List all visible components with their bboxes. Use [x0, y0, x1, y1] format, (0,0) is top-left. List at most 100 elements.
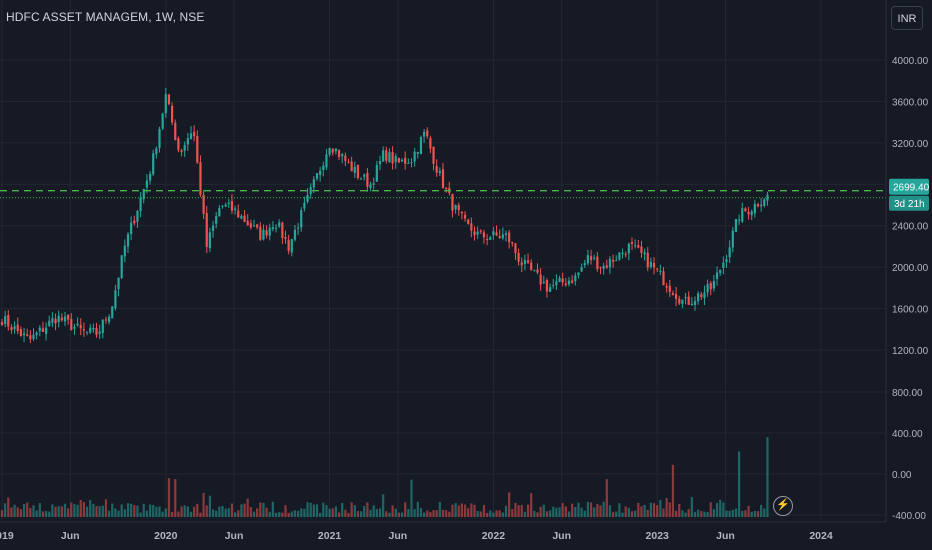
- candle-body: [703, 292, 706, 298]
- lightning-icon[interactable]: ⚡: [773, 496, 793, 516]
- volume-bar: [756, 511, 760, 518]
- volume-bar: [145, 510, 148, 518]
- candle-body: [545, 280, 549, 292]
- time-tick-label: 2024: [809, 530, 833, 542]
- candle-body: [605, 265, 608, 268]
- volume-bar: [700, 511, 703, 518]
- volume-bar: [615, 511, 618, 518]
- volume-bar: [312, 504, 315, 518]
- volume-bar: [627, 507, 630, 518]
- volume-bar: [246, 498, 249, 518]
- candle-body: [612, 259, 615, 262]
- candle-body: [240, 216, 243, 219]
- candle-body: [511, 242, 514, 244]
- candle-body: [678, 298, 681, 304]
- volume-bar: [22, 504, 26, 518]
- last-price-value: 2699.40: [893, 183, 930, 194]
- volume-bar: [637, 502, 640, 518]
- volume-bar: [423, 512, 426, 518]
- candle-body: [514, 243, 517, 253]
- candle-body: [183, 144, 186, 151]
- volume-bar: [526, 504, 530, 518]
- symbol-title[interactable]: HDFC ASSET MANAGEM, 1W, NSE: [6, 10, 205, 24]
- candle-body: [76, 323, 79, 326]
- volume-bar: [634, 510, 637, 518]
- volume-bar: [624, 506, 627, 518]
- volume-bar: [249, 507, 252, 518]
- candle-body: [208, 232, 211, 249]
- candle-body: [463, 214, 467, 219]
- candle-body: [589, 256, 593, 261]
- candle-body: [372, 183, 375, 185]
- volume-bar: [514, 502, 517, 518]
- candle-body: [38, 327, 41, 332]
- volume-bar: [293, 510, 297, 518]
- candle-body: [306, 194, 309, 202]
- volume-bar: [186, 506, 189, 518]
- volume-bar: [445, 510, 448, 518]
- volume-bar: [41, 511, 45, 518]
- candle-body: [593, 257, 596, 259]
- volume-bar: [612, 512, 615, 518]
- volume-bar: [237, 510, 240, 518]
- volume-bar: [593, 507, 596, 518]
- volume-bar: [668, 502, 671, 518]
- candle-body: [360, 178, 363, 180]
- volume-bar: [57, 506, 60, 518]
- volume-bar: [208, 495, 211, 518]
- volume-bar: [45, 510, 48, 518]
- candle-body: [643, 252, 646, 255]
- candle-body: [734, 219, 738, 232]
- candle-body: [164, 94, 167, 114]
- currency-selector[interactable]: INR: [891, 6, 923, 30]
- volume-bar: [271, 501, 274, 518]
- candle-body: [199, 162, 202, 195]
- candle-body: [344, 155, 347, 161]
- volume-bar: [341, 502, 344, 518]
- volume-bar: [596, 504, 599, 518]
- candle-body: [441, 169, 445, 189]
- volume-bar: [369, 509, 372, 518]
- volume-bar: [0, 510, 4, 518]
- time-tick-label: Jun: [389, 530, 408, 542]
- candle-body: [684, 297, 687, 299]
- candle-body: [108, 316, 111, 322]
- volume-bar: [230, 503, 234, 518]
- candle-body: [640, 246, 643, 253]
- volume-bar: [599, 505, 602, 518]
- candle-body: [193, 131, 196, 137]
- candle-body: [495, 232, 498, 236]
- volume-bar: [51, 504, 54, 518]
- volume-bar: [278, 512, 281, 518]
- volume-bar: [605, 479, 608, 518]
- volume-bar: [681, 510, 684, 518]
- candle-body: [29, 335, 32, 340]
- volume-bar: [309, 502, 312, 518]
- candle-body: [646, 252, 649, 268]
- candle-body: [564, 283, 567, 285]
- price-tick-label: 2400.00: [892, 222, 929, 233]
- volume-bar: [530, 493, 533, 518]
- countdown-value: 3d 21h: [894, 199, 925, 210]
- price-tick-label: 4000.00: [892, 56, 929, 67]
- candle-body: [246, 220, 249, 226]
- candle-body: [479, 230, 482, 232]
- volume-bar: [63, 503, 67, 518]
- candle-body: [57, 315, 60, 323]
- candle-body: [476, 231, 479, 235]
- volume-bar: [202, 492, 205, 518]
- candle-body: [662, 271, 665, 286]
- volume-bar: [167, 478, 171, 518]
- candle-body: [315, 173, 319, 179]
- candle-body: [312, 179, 315, 188]
- volume-bar: [589, 502, 593, 518]
- volume-bar: [621, 512, 624, 518]
- volume-bar: [356, 511, 360, 518]
- volume-bar: [630, 511, 634, 518]
- candle-body: [174, 122, 177, 140]
- candle-body: [709, 282, 712, 290]
- volume-bar: [476, 510, 479, 518]
- candle-body: [508, 232, 511, 243]
- volume-bar: [265, 507, 268, 518]
